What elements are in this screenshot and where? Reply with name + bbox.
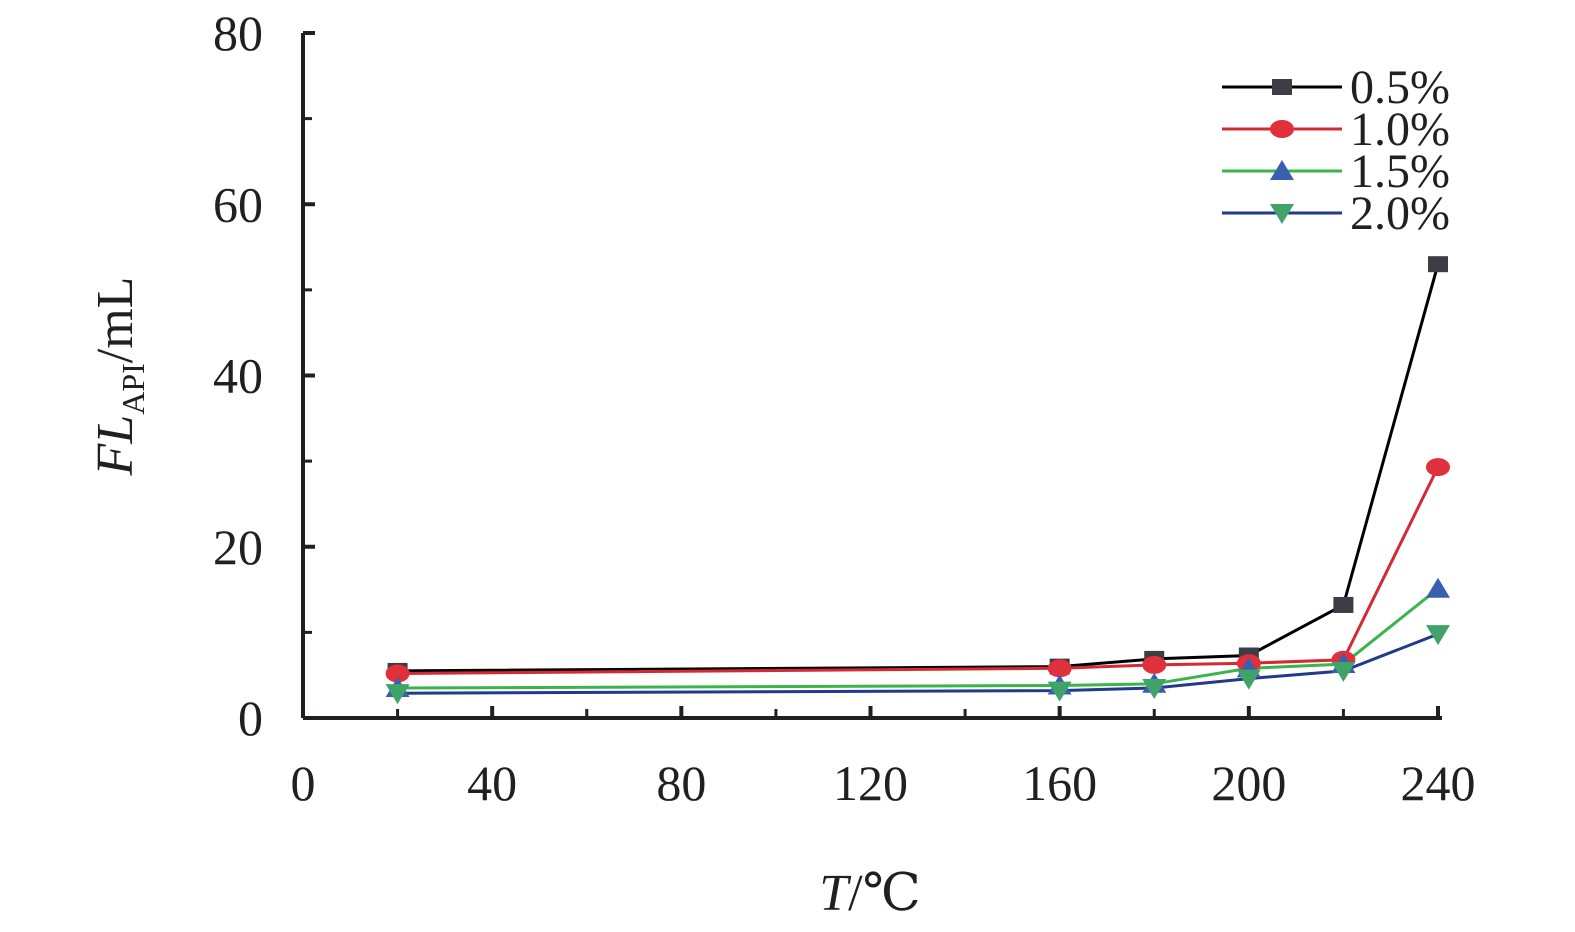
y-tick-label: 40	[213, 348, 263, 404]
legend-label: 2.0%	[1350, 187, 1450, 240]
axis-ticks	[301, 31, 1440, 720]
y-axis-title-unit: /mL	[87, 277, 144, 364]
x-tick-label: 80	[656, 755, 706, 811]
series-line	[397, 466, 1440, 675]
legend-label: 0.5%	[1350, 61, 1450, 114]
x-tick-label: 240	[1401, 755, 1476, 811]
y-tick-label: 20	[213, 519, 263, 575]
x-tick-label: 40	[467, 755, 517, 811]
x-axis-title: T/℃	[819, 865, 921, 922]
data-point	[1331, 661, 1356, 682]
x-axis-title-main: T	[819, 865, 851, 922]
x-tick-label: 120	[833, 755, 908, 811]
data-point	[1428, 256, 1448, 273]
y-tick-label: 60	[213, 176, 263, 232]
x-axis-title-unit: /℃	[848, 865, 921, 922]
y-axis-title-subscript: API	[115, 363, 151, 415]
legend-marker	[1270, 160, 1294, 180]
data-point	[1333, 596, 1354, 613]
y-axis-title-main: FL	[87, 415, 144, 477]
axis-tick-labels: 0 20 40 60 80 0 40 80 120 160 200 240	[213, 5, 1476, 811]
series-lines	[397, 263, 1440, 695]
x-tick-label: 160	[1022, 755, 1097, 811]
data-point	[1047, 659, 1072, 678]
legend-marker	[1270, 204, 1294, 224]
data-point	[1426, 577, 1450, 598]
legend: 0.5%1.0%1.5%2.0%	[1222, 61, 1450, 240]
x-tick-label: 0	[291, 755, 316, 811]
legend-label: 1.5%	[1350, 145, 1450, 198]
series-markers	[385, 256, 1450, 705]
y-tick-label: 0	[238, 690, 263, 746]
data-point	[1426, 625, 1450, 646]
data-point	[1142, 655, 1167, 674]
data-point	[1236, 669, 1261, 690]
data-point	[385, 664, 410, 683]
legend-marker	[1270, 120, 1294, 138]
series-line	[397, 587, 1439, 690]
y-axis-title: FLAPI/mL	[87, 277, 151, 477]
axes	[301, 33, 1442, 720]
x-tick-label: 200	[1211, 755, 1286, 811]
data-point	[1142, 679, 1167, 700]
legend-label: 1.0%	[1350, 103, 1450, 156]
data-point	[385, 684, 410, 705]
data-point	[1047, 681, 1072, 702]
legend-marker	[1272, 79, 1292, 95]
series-line	[397, 263, 1440, 673]
data-point	[1426, 458, 1450, 477]
y-tick-label: 80	[213, 5, 263, 61]
series-line	[397, 632, 1439, 695]
